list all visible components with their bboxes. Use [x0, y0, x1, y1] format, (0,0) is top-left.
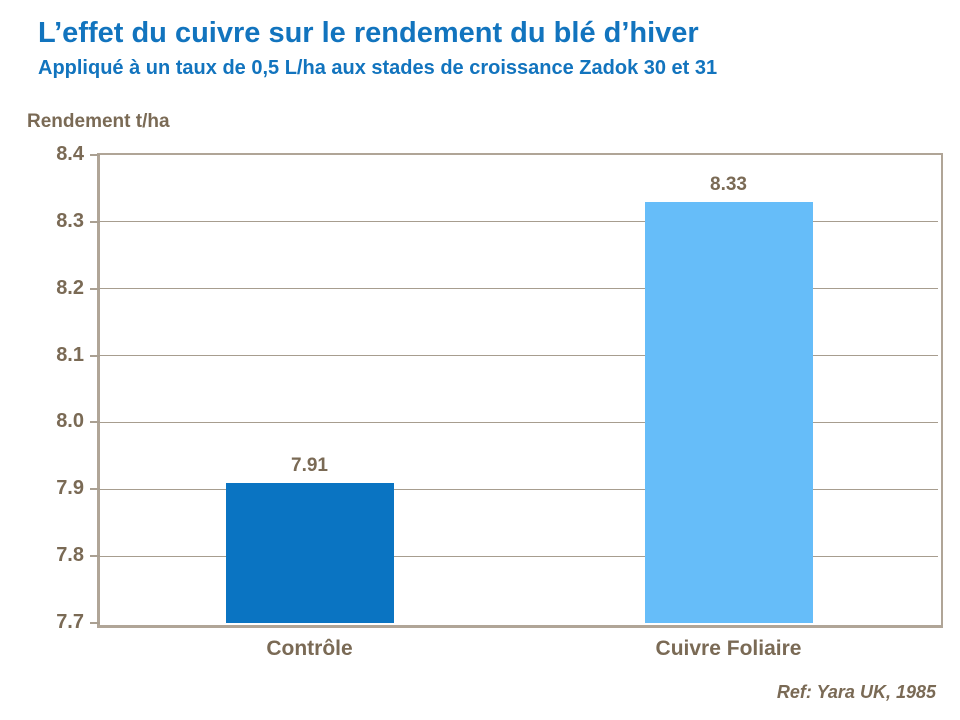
y-axis-tick	[90, 555, 100, 558]
y-axis-tick	[90, 287, 100, 290]
y-axis-tick	[90, 622, 100, 624]
reference-text: Ref: Yara UK, 1985	[776, 682, 936, 702]
bar-value-label: 8.33	[710, 173, 747, 195]
gridline	[100, 221, 938, 223]
x-category-label: Contrôle	[266, 637, 353, 660]
y-axis-tick	[90, 354, 100, 357]
y-tick-label: 8.3	[56, 209, 84, 232]
y-tick-label: 8.2	[56, 276, 84, 299]
y-tick-label: 8.0	[56, 410, 84, 433]
y-tick-label: 8.4	[56, 143, 84, 165]
y-axis-tick	[90, 220, 100, 223]
y-tick-label: 7.9	[56, 477, 84, 500]
y-axis-tick	[90, 421, 100, 424]
y-tick-label: 7.8	[56, 544, 84, 567]
plot-area: 7.91 8.33	[100, 155, 938, 623]
gridline	[100, 288, 938, 290]
gridline	[100, 555, 938, 557]
bar-value-label: 7.91	[291, 454, 328, 476]
y-axis-title: Rendement t/ha	[27, 111, 170, 132]
y-tick-label: 8.1	[56, 343, 84, 366]
gridline	[100, 421, 938, 423]
bar-contr-le	[225, 482, 394, 623]
gridline	[100, 355, 938, 357]
y-tick-label: 7.7	[56, 611, 84, 633]
y-axis-tick	[90, 488, 100, 491]
bar-cuivre-foliaire	[644, 201, 813, 623]
chart-subtitle: Appliqué à un taux de 0,5 L/ha aux stade…	[38, 57, 718, 79]
plot-frame	[97, 153, 943, 628]
chart-title: L’effet du cuivre sur le rendement du bl…	[38, 17, 699, 49]
y-axis-tick	[90, 154, 100, 156]
x-category-label: Cuivre Foliaire	[655, 637, 802, 660]
gridline	[100, 488, 938, 490]
